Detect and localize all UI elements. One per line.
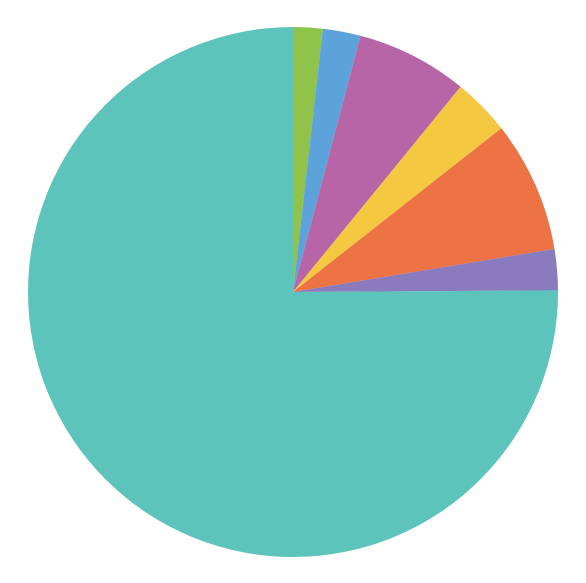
pie-chart bbox=[23, 22, 563, 562]
pie-chart-svg bbox=[23, 22, 563, 562]
